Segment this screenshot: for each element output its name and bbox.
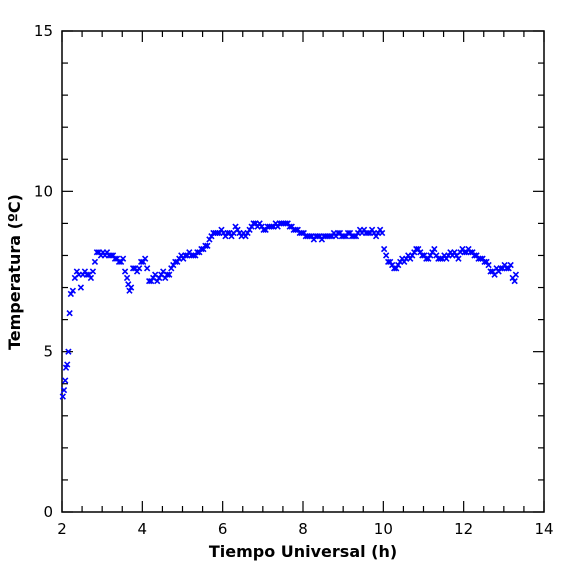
data-point xyxy=(512,271,520,278)
data-point xyxy=(141,255,149,262)
y-tick-label: 0 xyxy=(43,503,53,521)
y-tick-label: 5 xyxy=(43,343,53,361)
data-point xyxy=(77,284,85,291)
data-point xyxy=(89,268,97,275)
x-tick-label: 12 xyxy=(454,520,473,538)
data-point xyxy=(507,261,514,269)
x-tick-label: 4 xyxy=(138,520,148,538)
data-point xyxy=(73,268,81,275)
data-point xyxy=(91,258,99,266)
data-point xyxy=(386,258,394,266)
x-axis-title: Tiempo Universal (h) xyxy=(209,542,397,561)
data-point xyxy=(156,274,163,282)
y-tick-label: 10 xyxy=(34,182,53,200)
data-point xyxy=(228,233,235,240)
data-point xyxy=(511,277,518,285)
data-point xyxy=(65,348,72,355)
data-point xyxy=(393,265,400,272)
x-tick-label: 14 xyxy=(534,520,553,538)
data-point xyxy=(202,242,209,250)
data-point xyxy=(455,255,462,262)
data-point xyxy=(164,271,171,278)
data-point xyxy=(483,258,490,266)
data-point xyxy=(139,258,147,266)
data-point xyxy=(425,255,432,262)
data-point xyxy=(69,287,77,294)
data-point xyxy=(126,287,133,294)
data-point xyxy=(117,258,125,266)
data-point xyxy=(62,377,69,384)
data-point xyxy=(143,265,151,272)
data-point xyxy=(123,274,131,282)
data-point xyxy=(168,265,175,272)
data-point xyxy=(60,386,68,394)
plot-frame xyxy=(61,30,545,513)
tick-labels: 2 4 6 8 10 12 14 0 5 10 15 xyxy=(34,22,554,538)
data-point xyxy=(427,252,434,259)
y-axis-title: Temperatura (ºC) xyxy=(5,194,24,350)
x-tick-label: 6 xyxy=(218,520,228,538)
data-point xyxy=(166,271,173,278)
data-point xyxy=(372,233,380,240)
data-point xyxy=(121,268,129,275)
data-point xyxy=(431,245,438,253)
x-tick-label: 8 xyxy=(298,520,308,538)
data-point xyxy=(256,220,263,227)
data-point xyxy=(119,255,127,262)
data-point xyxy=(206,236,213,243)
data-point xyxy=(368,226,376,233)
data-point xyxy=(234,226,241,233)
data-point xyxy=(415,245,422,253)
data-point xyxy=(407,255,414,262)
y-tick-label: 15 xyxy=(34,22,53,40)
data-point xyxy=(409,252,416,259)
x-tick-label: 2 xyxy=(57,520,67,538)
data-point xyxy=(395,261,402,269)
data-point xyxy=(485,261,492,269)
data-point xyxy=(451,249,458,256)
data-point xyxy=(401,258,408,266)
data-point xyxy=(204,242,211,250)
data-point xyxy=(382,252,390,259)
data-points xyxy=(59,220,520,400)
data-point xyxy=(127,284,135,291)
data-point xyxy=(133,268,141,275)
data-point xyxy=(64,361,71,368)
data-point xyxy=(380,245,388,253)
data-point xyxy=(244,229,251,237)
data-point xyxy=(218,226,225,233)
x-tick-label: 10 xyxy=(374,520,393,538)
data-point xyxy=(246,226,253,233)
data-point xyxy=(242,233,249,240)
data-point xyxy=(135,265,143,272)
data-point xyxy=(148,277,155,285)
data-point xyxy=(352,233,360,240)
axis-ticks xyxy=(61,30,545,513)
data-point xyxy=(174,258,181,266)
data-point xyxy=(505,265,512,272)
data-point xyxy=(443,255,450,262)
data-point xyxy=(67,290,75,298)
data-point xyxy=(59,393,66,400)
data-point xyxy=(154,277,161,285)
data-point xyxy=(232,223,239,230)
data-point xyxy=(378,229,386,237)
data-point xyxy=(376,226,384,233)
data-point xyxy=(87,274,95,282)
data-point xyxy=(66,310,73,317)
